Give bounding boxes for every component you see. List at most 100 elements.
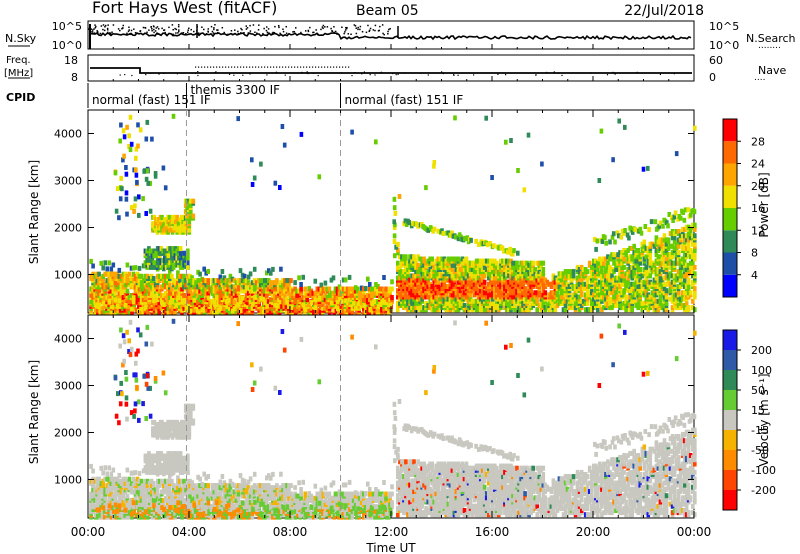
power-cell bbox=[638, 292, 642, 298]
power-cell bbox=[644, 254, 649, 260]
power-cell bbox=[606, 279, 610, 285]
power-cell bbox=[680, 243, 685, 249]
power-y-tick-label: 4000 bbox=[54, 127, 82, 140]
power-cell bbox=[335, 290, 340, 296]
power-cell bbox=[596, 260, 600, 266]
power-cell bbox=[640, 290, 645, 296]
nsky-point bbox=[273, 31, 276, 34]
power-cell bbox=[280, 124, 285, 129]
nsky-point bbox=[155, 27, 157, 29]
freq-point bbox=[427, 74, 429, 76]
power-cell bbox=[149, 273, 154, 279]
power-cell bbox=[674, 252, 679, 258]
power-cell bbox=[232, 288, 237, 294]
power-cell bbox=[638, 267, 642, 272]
power-cell bbox=[97, 302, 102, 308]
power-cell bbox=[672, 235, 677, 241]
power-cell bbox=[547, 292, 552, 298]
power-cell bbox=[368, 292, 372, 298]
power-cell bbox=[627, 235, 631, 241]
power-cell bbox=[175, 214, 179, 220]
power-cell bbox=[653, 219, 658, 225]
power-cbar-swatch bbox=[723, 208, 737, 231]
power-cell bbox=[105, 295, 109, 300]
power-cell bbox=[180, 299, 184, 305]
power-cell bbox=[168, 273, 172, 279]
power-cell bbox=[309, 300, 314, 305]
power-cell bbox=[366, 297, 370, 303]
power-cell bbox=[133, 284, 138, 290]
power-cell bbox=[684, 237, 689, 243]
nave-point bbox=[315, 66, 317, 68]
power-cell bbox=[134, 167, 138, 173]
power-cell bbox=[668, 281, 673, 287]
power-cell bbox=[222, 297, 227, 303]
power-cell bbox=[612, 252, 616, 258]
power-cell bbox=[190, 292, 194, 298]
power-cell bbox=[478, 288, 483, 294]
nave-point bbox=[327, 66, 329, 68]
power-cell bbox=[662, 286, 667, 292]
power-cell bbox=[176, 280, 180, 286]
power-cell bbox=[450, 230, 454, 236]
power-cell bbox=[137, 297, 142, 303]
power-cell bbox=[553, 275, 558, 281]
power-cell bbox=[672, 239, 677, 245]
power-cell bbox=[206, 269, 210, 274]
power-cell bbox=[141, 196, 145, 202]
power-cell bbox=[444, 277, 449, 283]
power-cell bbox=[171, 309, 175, 315]
power-cell bbox=[480, 262, 485, 268]
power-cell bbox=[610, 305, 614, 311]
nsky-point bbox=[129, 33, 131, 35]
power-cell bbox=[686, 237, 691, 243]
power-cell bbox=[680, 233, 685, 239]
power-cell bbox=[164, 278, 168, 284]
power-cell bbox=[680, 281, 685, 287]
nsky-point bbox=[350, 33, 352, 36]
power-cbar-swatch bbox=[723, 274, 737, 297]
power-cell bbox=[416, 288, 420, 294]
power-cell bbox=[559, 277, 564, 283]
nsky-point bbox=[99, 32, 102, 35]
power-cell bbox=[484, 298, 489, 304]
power-cell bbox=[135, 271, 140, 277]
power-cell bbox=[265, 303, 269, 309]
nave-point bbox=[231, 66, 233, 68]
power-cell bbox=[188, 273, 192, 279]
power-cell bbox=[519, 267, 523, 272]
power-cell bbox=[624, 307, 628, 313]
power-cell bbox=[234, 292, 239, 298]
power-cell bbox=[398, 264, 402, 270]
power-cell bbox=[407, 220, 411, 226]
power-cell bbox=[171, 113, 176, 119]
power-cell bbox=[543, 305, 548, 311]
power-cell bbox=[384, 300, 389, 306]
power-cell bbox=[565, 269, 570, 275]
power-cell bbox=[670, 284, 675, 289]
power-cell bbox=[368, 282, 372, 287]
power-cell bbox=[509, 138, 513, 143]
power-cell bbox=[446, 256, 451, 262]
power-cell bbox=[238, 299, 243, 305]
power-cell bbox=[125, 278, 130, 284]
power-cell bbox=[553, 307, 558, 313]
power-cell bbox=[489, 292, 493, 298]
power-cell bbox=[240, 278, 245, 284]
power-cell bbox=[539, 277, 544, 283]
power-cell bbox=[489, 279, 493, 285]
power-cell bbox=[214, 295, 219, 300]
nave-point bbox=[234, 66, 236, 68]
power-cell bbox=[119, 175, 123, 181]
power-cell bbox=[121, 295, 126, 300]
power-cell bbox=[590, 298, 594, 304]
power-cell bbox=[153, 173, 158, 179]
power-cell bbox=[145, 288, 150, 294]
power-cell bbox=[307, 302, 311, 307]
power-cell bbox=[484, 294, 489, 300]
freq-line bbox=[90, 67, 692, 74]
power-cell bbox=[160, 292, 164, 298]
power-cell bbox=[273, 280, 277, 286]
power-cell bbox=[186, 260, 190, 266]
